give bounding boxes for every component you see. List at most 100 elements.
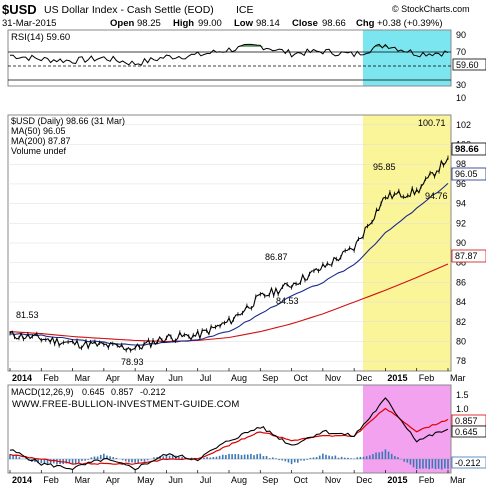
exchange-name: ICE [236, 4, 254, 16]
rsi-tick: 10 [456, 93, 466, 103]
open-label: Open [110, 18, 134, 29]
x-tick-label: Mar [450, 475, 466, 485]
price-tick: 88 [456, 258, 466, 268]
ma50-legend: MA(50) 96.05 [11, 126, 66, 136]
quote-date: 31-Mar-2015 [2, 18, 56, 29]
source-label: © StockCharts.com [392, 4, 470, 14]
rsi-tick: 90 [456, 30, 466, 40]
x-tick-label: Feb [43, 373, 59, 383]
price-tick: 78 [456, 356, 466, 366]
price-tick: 84 [456, 297, 466, 307]
x-tick-label: Jun [168, 475, 183, 485]
low-value: 98.14 [256, 18, 280, 29]
macd-badge: 0.645 [455, 427, 478, 437]
price-annotation: 100.71 [418, 118, 446, 128]
x-tick-label: Oct [294, 373, 309, 383]
macd-badge-box [451, 425, 486, 438]
instrument-name: US Dollar Index - Cash Settle (EOD) [44, 4, 214, 16]
x-tick-label: Dec [356, 475, 373, 485]
price-axis: 1021009896949290888684828078 [456, 120, 471, 366]
x-tick-label: 2015 [387, 373, 407, 383]
rsi-value-badge-box [452, 58, 486, 71]
rsi-tick: 70 [456, 47, 466, 57]
x-tick-label: Apr [106, 475, 120, 485]
ma50-badge-box [451, 167, 486, 181]
ma50-badge: 96.05 [455, 169, 478, 179]
x-tick-label: Jun [168, 373, 183, 383]
x-tick-label: May [137, 373, 155, 383]
close-value: 98.66 [322, 18, 346, 29]
ma200-legend: MA(200) 87.87 [11, 136, 71, 146]
rsi-panel-frame [7, 29, 452, 87]
volume-legend: Volume undef [11, 146, 67, 156]
macd-signal-badge: 0.857 [455, 416, 478, 426]
x-tick-label: Jul [200, 373, 212, 383]
low-label: Low [234, 18, 254, 29]
macd-x-axis: 2014 Feb Mar Apr May Jun Jul Aug Sep Oct Nov Dec 201… [9, 470, 466, 485]
x-tick-label: 2014 [12, 475, 32, 485]
price-tick: 86 [456, 277, 466, 287]
ma200-badge-box [451, 249, 486, 263]
macd-hist-badge: -0.212 [455, 458, 481, 468]
x-tick-label: Oct [294, 475, 309, 485]
price-annotation: 95.85 [373, 162, 396, 172]
price-tick: 96 [456, 179, 466, 189]
rsi-label: RSI(14) 59.60 [11, 32, 70, 43]
high-value: 99.00 [198, 18, 222, 29]
chg-label: Chg [356, 18, 375, 29]
price-tick: 98 [456, 159, 466, 169]
price-tick: 94 [456, 199, 466, 209]
macd-legend: MACD(12,26,9) 0.645 0.857 -0.212 [11, 387, 166, 397]
price-grid [8, 124, 451, 362]
macd-legend-signal: 0.857 [111, 387, 134, 397]
x-tick-label: Feb [43, 475, 59, 485]
x-tick-label: Mar [75, 373, 91, 383]
price-annotation: 78.93 [121, 357, 144, 367]
watermark-text: WWW.FREE-BULLION-INVESTMENT-GUIDE.COM [12, 399, 240, 410]
price-x-axis: 2014 Feb Mar Apr May Jun Jul Aug Sep Oct Nov Dec 201… [9, 368, 466, 383]
price-tick: 92 [456, 218, 466, 228]
close-label: Close [292, 18, 318, 29]
macd-axis: 1.5 1.0 [456, 390, 469, 414]
price-annotation: 81.53 [16, 310, 39, 320]
rsi-value-badge: 59.60 [456, 60, 479, 70]
price-annotation: 86.87 [265, 252, 288, 262]
price-annotation: 84.53 [276, 296, 299, 306]
chg-value: +0.38 (+0.39%) [377, 18, 443, 29]
x-tick-label: Feb [419, 475, 435, 485]
ma200-badge: 87.87 [455, 251, 478, 261]
rsi-tick: 30 [456, 80, 466, 90]
price-legend-title: $USD (Daily) 98.66 (31 Mar) [11, 116, 125, 126]
x-tick-label: Jul [200, 475, 212, 485]
ma50-line [9, 182, 449, 346]
x-tick-label: 2014 [12, 373, 32, 383]
price-legend: $USD (Daily) 98.66 (31 Mar) MA(50) 96.05… [11, 116, 125, 156]
price-annotation: 94.76 [425, 191, 448, 201]
last-price-badge: 98.66 [455, 144, 479, 155]
macd-legend-hist: -0.212 [140, 387, 166, 397]
high-label: High [173, 18, 194, 29]
x-tick-label: Aug [231, 373, 247, 383]
open-value: 98.25 [137, 18, 161, 29]
macd-legend-prefix: MACD(12,26,9) [11, 387, 74, 397]
price-bars [9, 155, 449, 353]
x-tick-label: Nov [325, 475, 342, 485]
price-annotations: 81.53 78.93 86.87 84.53 95.85 100.71 94.… [16, 118, 448, 367]
x-tick-label: May [137, 475, 155, 485]
macd-signal-line [9, 407, 449, 465]
rsi-axis: 90 70 30 10 [456, 30, 466, 103]
macd-tick: 1.5 [456, 390, 469, 400]
macd-tick: 1.0 [456, 404, 469, 414]
x-tick-label: Sep [262, 475, 278, 485]
x-tick-label: Dec [356, 373, 373, 383]
x-tick-label: Mar [75, 475, 91, 485]
macd-hist-badge-box [451, 456, 486, 469]
x-tick-label: Aug [231, 475, 247, 485]
x-tick-label: Nov [325, 373, 342, 383]
macd-legend-value: 0.645 [82, 387, 105, 397]
x-tick-label: 2015 [387, 475, 407, 485]
price-tick: 90 [456, 238, 466, 248]
x-tick-label: Mar [450, 373, 466, 383]
ma200-line [9, 263, 449, 343]
